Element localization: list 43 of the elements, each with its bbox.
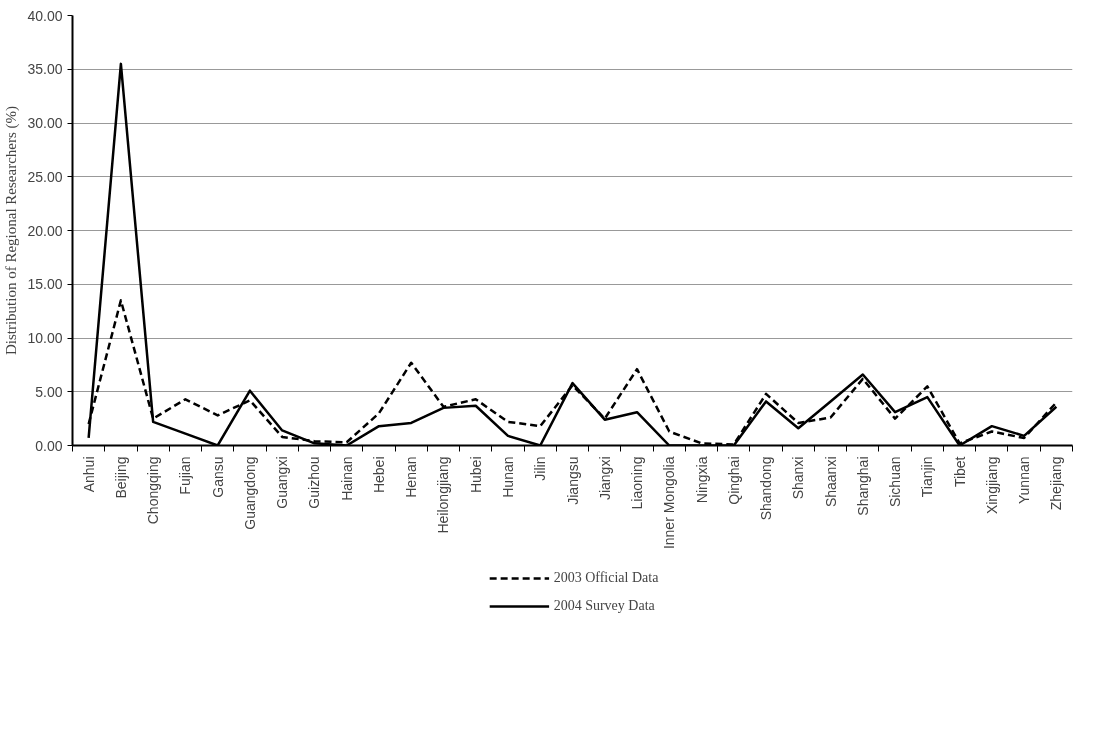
- x-tick-label: Jilin: [532, 456, 549, 481]
- x-tick-label: Gansu: [209, 456, 226, 498]
- x-tick-label: Ningxia: [693, 456, 710, 504]
- x-tick-label: Yunnan: [1016, 456, 1033, 504]
- x-tick-label: Hunan: [499, 456, 516, 498]
- x-tick-label: Fujian: [177, 456, 194, 495]
- y-tick-label: 0.00: [35, 437, 63, 454]
- y-tick-label: 25.00: [27, 168, 63, 185]
- x-tick-label: Xingjiang: [983, 456, 1000, 515]
- x-tick-label: Guangxi: [274, 456, 291, 509]
- y-axis-title: Distribution of Regional Researchers (%): [3, 105, 21, 356]
- y-tick-label: 35.00: [27, 61, 63, 78]
- x-tick-label: Beijing: [112, 456, 129, 499]
- x-tick-label: Zhejiang: [1048, 456, 1065, 511]
- x-tick-label: Guizhou: [306, 456, 323, 509]
- y-tick-label: 10.00: [27, 330, 63, 346]
- x-tick-label: Henan: [403, 456, 420, 498]
- legend-label: 2003 Official Data: [553, 570, 659, 586]
- y-tick-label: 5.00: [35, 383, 63, 400]
- x-tick-label: Shandong: [758, 456, 775, 521]
- x-tick-label: Shanxi: [790, 456, 807, 500]
- x-tick-label: Tianjin: [919, 456, 936, 498]
- x-tick-label: Shanghai: [854, 456, 871, 516]
- legend-label: 2004 Survey Data: [553, 598, 655, 614]
- y-tick-label: 40.00: [27, 7, 63, 24]
- x-tick-label: Liaoning: [629, 456, 646, 510]
- x-tick-label: Tibet: [951, 456, 968, 488]
- x-tick-label: Hubei: [467, 456, 484, 494]
- y-tick-label: 15.00: [27, 276, 63, 293]
- x-tick-label: Jiangxi: [596, 456, 613, 501]
- y-tick-label: 20.00: [27, 222, 63, 239]
- x-tick-label: Qinghai: [725, 456, 742, 505]
- x-tick-label: Shaanxi: [822, 456, 839, 508]
- x-tick-label: Heilongjiang: [435, 456, 452, 534]
- x-tick-label: Jiangsu: [564, 456, 581, 505]
- x-tick-label: Hebei: [370, 456, 387, 494]
- x-tick-label: Sichuan: [887, 456, 904, 508]
- x-tick-label: Hainan: [338, 456, 355, 501]
- x-tick-label: Inner Mongolia: [661, 456, 678, 550]
- x-tick-label: Chongqing: [145, 456, 162, 525]
- x-tick-label: Anhui: [80, 456, 97, 493]
- x-tick-label: Guangdong: [241, 456, 258, 530]
- y-tick-label: 30.00: [27, 115, 63, 131]
